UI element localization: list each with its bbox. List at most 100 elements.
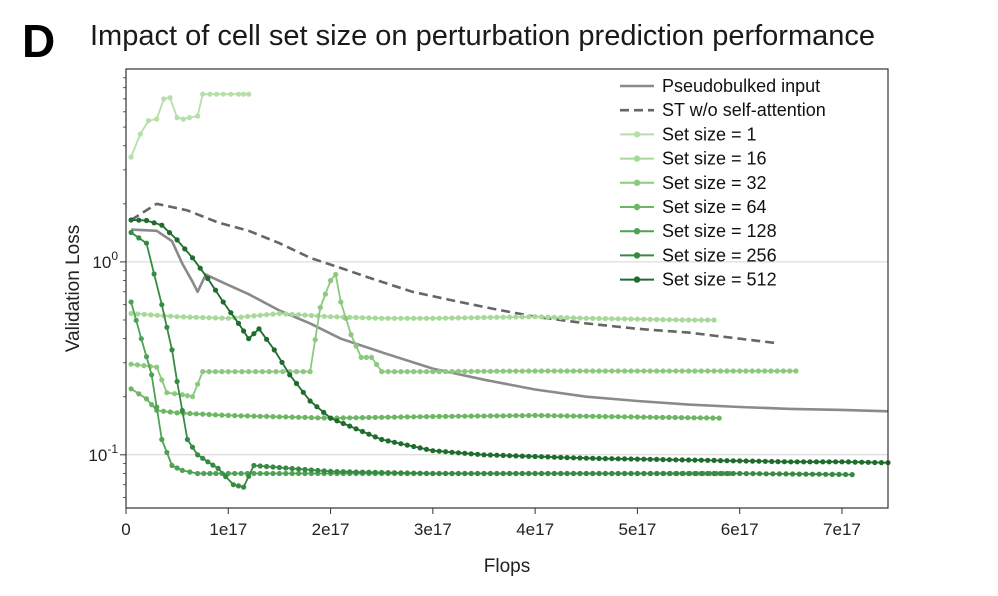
legend-item: Pseudobulked input xyxy=(620,76,820,96)
data-point xyxy=(168,313,174,319)
data-point xyxy=(148,312,154,318)
data-point xyxy=(134,362,141,368)
data-point xyxy=(276,414,282,420)
data-point xyxy=(609,368,615,374)
data-point xyxy=(404,369,410,375)
data-point xyxy=(737,368,743,374)
series-line xyxy=(130,93,249,158)
data-point xyxy=(220,91,226,97)
data-point xyxy=(302,470,308,477)
data-point xyxy=(743,458,749,464)
data-point xyxy=(138,336,144,342)
data-point xyxy=(596,470,602,477)
data-point xyxy=(602,470,609,477)
data-point xyxy=(583,315,589,321)
data-point xyxy=(271,347,277,353)
data-point xyxy=(743,471,749,477)
data-point xyxy=(513,470,519,477)
data-point xyxy=(189,394,196,400)
data-point xyxy=(564,368,570,374)
legend-label: Set size = 32 xyxy=(662,173,767,193)
data-point xyxy=(686,368,692,374)
data-point xyxy=(167,409,173,415)
data-point xyxy=(164,390,170,396)
data-point xyxy=(628,414,634,420)
data-point xyxy=(179,407,185,414)
data-point xyxy=(257,470,263,477)
data-point xyxy=(634,456,641,462)
data-point xyxy=(417,315,423,321)
data-point xyxy=(366,431,372,437)
data-point xyxy=(443,368,449,375)
data-point xyxy=(244,413,251,419)
data-point xyxy=(149,402,155,408)
data-point xyxy=(391,439,398,445)
data-point xyxy=(264,413,270,419)
data-point xyxy=(878,460,885,466)
data-point xyxy=(449,449,455,455)
legend-label: Set size = 512 xyxy=(662,270,777,290)
legend-label: Pseudobulked input xyxy=(662,76,820,96)
data-point xyxy=(385,414,391,420)
data-point xyxy=(443,315,449,321)
data-point xyxy=(251,331,257,337)
data-point xyxy=(697,415,704,421)
data-point xyxy=(372,469,378,475)
data-point xyxy=(526,412,532,419)
data-point xyxy=(228,91,234,97)
data-point xyxy=(803,471,809,477)
data-point xyxy=(293,380,300,387)
data-point xyxy=(353,426,359,432)
data-point xyxy=(710,415,716,421)
data-point xyxy=(628,470,634,477)
data-point xyxy=(353,415,359,421)
data-point xyxy=(596,315,602,322)
data-point xyxy=(159,302,165,308)
data-point xyxy=(270,464,276,470)
data-point xyxy=(698,470,704,477)
data-point xyxy=(251,470,257,477)
data-point xyxy=(481,368,487,374)
data-point xyxy=(826,459,832,465)
data-point xyxy=(494,413,500,419)
data-point xyxy=(423,446,430,452)
data-point xyxy=(628,456,634,462)
data-point xyxy=(769,458,775,465)
data-point xyxy=(154,116,160,122)
y-axis-label: Validation Loss xyxy=(63,225,84,352)
data-point xyxy=(716,415,722,421)
data-point xyxy=(366,469,372,475)
data-point xyxy=(551,413,557,419)
data-point xyxy=(205,275,211,282)
data-point xyxy=(449,470,455,477)
data-point xyxy=(577,315,583,321)
data-point xyxy=(641,470,647,477)
data-point xyxy=(143,240,150,246)
data-point xyxy=(232,369,238,375)
data-point xyxy=(264,336,270,342)
data-point xyxy=(404,414,410,420)
data-point xyxy=(174,410,180,416)
data-point xyxy=(570,315,577,321)
data-point xyxy=(532,412,538,418)
data-point xyxy=(200,369,206,375)
data-point xyxy=(174,314,180,320)
data-point xyxy=(207,470,213,477)
data-point xyxy=(398,441,404,447)
data-point xyxy=(487,452,493,458)
data-point xyxy=(368,354,375,360)
data-point xyxy=(379,436,385,443)
data-point xyxy=(526,453,532,459)
data-point xyxy=(717,368,724,374)
data-point xyxy=(602,368,609,374)
data-point xyxy=(128,154,134,160)
data-point xyxy=(622,368,628,374)
data-point xyxy=(276,464,282,471)
legend-marker xyxy=(633,228,641,235)
data-point xyxy=(283,311,289,317)
data-point xyxy=(660,368,666,374)
data-point xyxy=(317,304,323,311)
data-point xyxy=(359,315,366,321)
data-point xyxy=(251,462,257,469)
data-point xyxy=(692,368,698,374)
